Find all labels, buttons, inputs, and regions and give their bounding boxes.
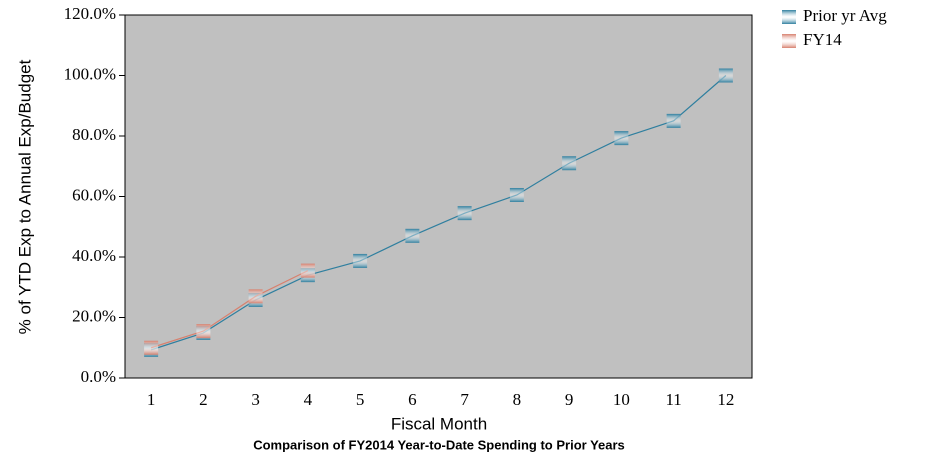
marker [509, 187, 524, 202]
y-tick-label: 80.0% [72, 125, 116, 144]
x-tick-label: 6 [408, 390, 417, 409]
marker [614, 131, 629, 146]
x-tick-label: 8 [513, 390, 522, 409]
marker [562, 156, 577, 171]
marker [300, 263, 315, 278]
legend-label: Prior yr Avg [803, 6, 887, 25]
marker [196, 324, 211, 339]
x-tick-label: 9 [565, 390, 574, 409]
y-tick-label: 100.0% [64, 64, 116, 83]
x-tick-label: 7 [460, 390, 469, 409]
y-axis-label: % of YTD Exp to Annual Exp/Budget [15, 59, 34, 334]
x-tick-label: 4 [304, 390, 313, 409]
series-line [150, 270, 309, 349]
marker [718, 68, 733, 83]
x-tick-label: 5 [356, 390, 365, 409]
y-tick-label: 40.0% [72, 246, 116, 265]
marker [405, 228, 420, 243]
x-tick-label: 1 [147, 390, 156, 409]
x-tick-label: 11 [665, 390, 681, 409]
marker [666, 113, 681, 128]
legend-marker [782, 10, 796, 24]
y-tick-label: 120.0% [64, 4, 116, 23]
x-tick-label: 12 [717, 390, 734, 409]
plot-area [124, 14, 753, 379]
x-tick-label: 3 [251, 390, 260, 409]
marker [457, 206, 472, 221]
y-tick-label: 60.0% [72, 185, 116, 204]
x-tick-label: 10 [613, 390, 630, 409]
x-axis-label: Fiscal Month [391, 414, 487, 433]
chart-title: Comparison of FY2014 Year-to-Date Spendi… [253, 437, 625, 452]
marker [248, 289, 263, 304]
y-tick-label: 20.0% [72, 306, 116, 325]
x-tick-label: 2 [199, 390, 208, 409]
legend-label: FY14 [803, 30, 842, 49]
marker [144, 340, 159, 355]
legend-marker [782, 34, 796, 48]
series-line [150, 75, 727, 351]
y-tick-label: 0.0% [81, 367, 116, 386]
marker [353, 253, 368, 268]
